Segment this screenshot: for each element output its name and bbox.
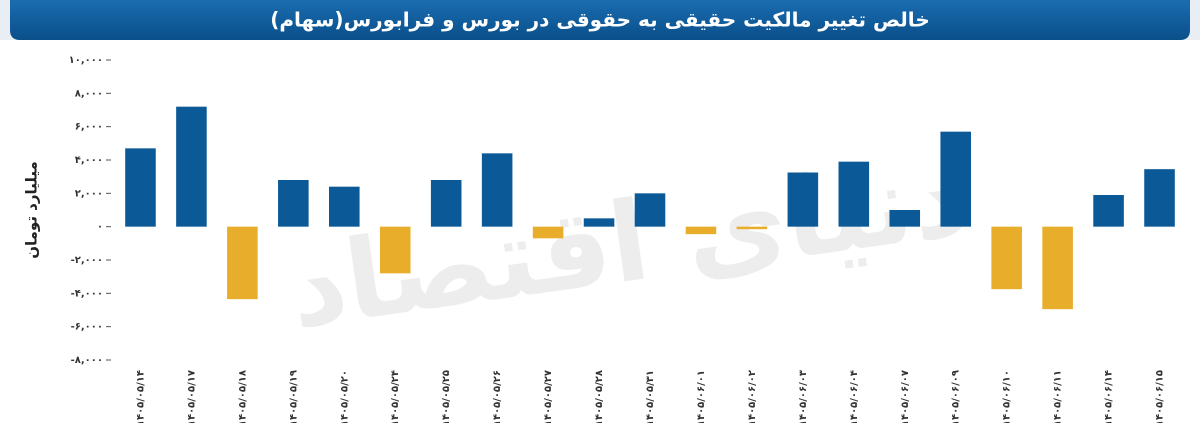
x-tick-label: ۱۴۰۵/۰۶/۱۰	[1002, 370, 1013, 423]
bar	[227, 226, 258, 300]
y-tick-label: ۰	[97, 222, 103, 233]
x-tick-label: ۱۴۰۵/۰۶/۱۱	[1053, 370, 1064, 423]
bar	[685, 226, 717, 235]
y-tick-label: -۸,۰۰۰	[71, 355, 103, 366]
bar	[838, 161, 870, 227]
y-tick-label: ۴,۰۰۰	[75, 155, 103, 166]
x-tick-label: ۱۴۰۵/۰۶/۱۴	[1104, 370, 1115, 423]
bar	[634, 193, 666, 227]
y-axis-label: میلیارد تومان	[23, 161, 41, 259]
x-tick-label: ۱۴۰۵/۰۶/۰۴	[849, 370, 860, 423]
bar	[278, 180, 309, 227]
bar	[736, 226, 768, 230]
bar	[583, 218, 615, 227]
x-tick-label: ۱۴۰۵/۰۵/۱۷	[186, 370, 197, 423]
y-tick-label: ۱۰,۰۰۰	[69, 55, 103, 66]
bar	[1042, 226, 1073, 310]
bar	[1144, 169, 1175, 227]
x-tick-label: ۱۴۰۵/۰۵/۱۸	[237, 370, 248, 423]
bar	[329, 186, 360, 227]
bar	[481, 153, 513, 227]
x-tick-label: ۱۴۰۵/۰۵/۲۷	[543, 370, 554, 423]
x-tick-label: ۱۴۰۵/۰۵/۲۶	[492, 370, 503, 423]
bar	[532, 226, 564, 239]
bar	[787, 172, 819, 227]
x-tick-label: ۱۴۰۵/۰۶/۰۷	[900, 370, 911, 423]
y-tick-label: ۸,۰۰۰	[75, 88, 103, 99]
x-tick-label: ۱۴۰۵/۰۵/۲۰	[339, 370, 350, 423]
y-tick-label: -۴,۰۰۰	[71, 288, 103, 299]
y-tick-label: -۲,۰۰۰	[71, 255, 103, 266]
header-banner	[10, 0, 1190, 40]
y-tick-label: ۲,۰۰۰	[75, 188, 103, 199]
x-tick-label: ۱۴۰۵/۰۶/۰۱	[696, 370, 707, 423]
x-tick-label: ۱۴۰۵/۰۶/۱۵	[1155, 370, 1166, 423]
x-tick-label: ۱۴۰۵/۰۵/۲۵	[441, 370, 452, 423]
bar	[379, 226, 411, 274]
bar	[991, 226, 1022, 290]
bar	[176, 106, 207, 227]
x-tick-label: ۱۴۰۵/۰۵/۱۹	[288, 370, 299, 423]
bar	[889, 210, 921, 227]
bar	[1093, 195, 1124, 227]
bar	[940, 131, 971, 227]
x-tick-label: ۱۴۰۵/۰۵/۲۸	[594, 370, 605, 423]
x-tick-label: ۱۴۰۵/۰۵/۲۴	[390, 370, 401, 423]
x-tick-label: ۱۴۰۵/۰۵/۱۴	[135, 370, 146, 423]
y-tick-label: ۶,۰۰۰	[75, 122, 103, 133]
x-tick-label: ۱۴۰۵/۰۶/۰۲	[747, 370, 758, 423]
x-tick-label: ۱۴۰۵/۰۶/۰۳	[798, 370, 809, 423]
x-tick-label: ۱۴۰۵/۰۶/۰۹	[951, 370, 962, 423]
bar	[430, 180, 462, 227]
x-tick-label: ۱۴۰۵/۰۵/۳۱	[645, 370, 656, 423]
bar	[125, 148, 156, 227]
y-tick-label: -۶,۰۰۰	[71, 322, 103, 333]
chart-title: خالص تغییر مالکیت حقیقی به حقوقی در بورس…	[270, 8, 929, 32]
